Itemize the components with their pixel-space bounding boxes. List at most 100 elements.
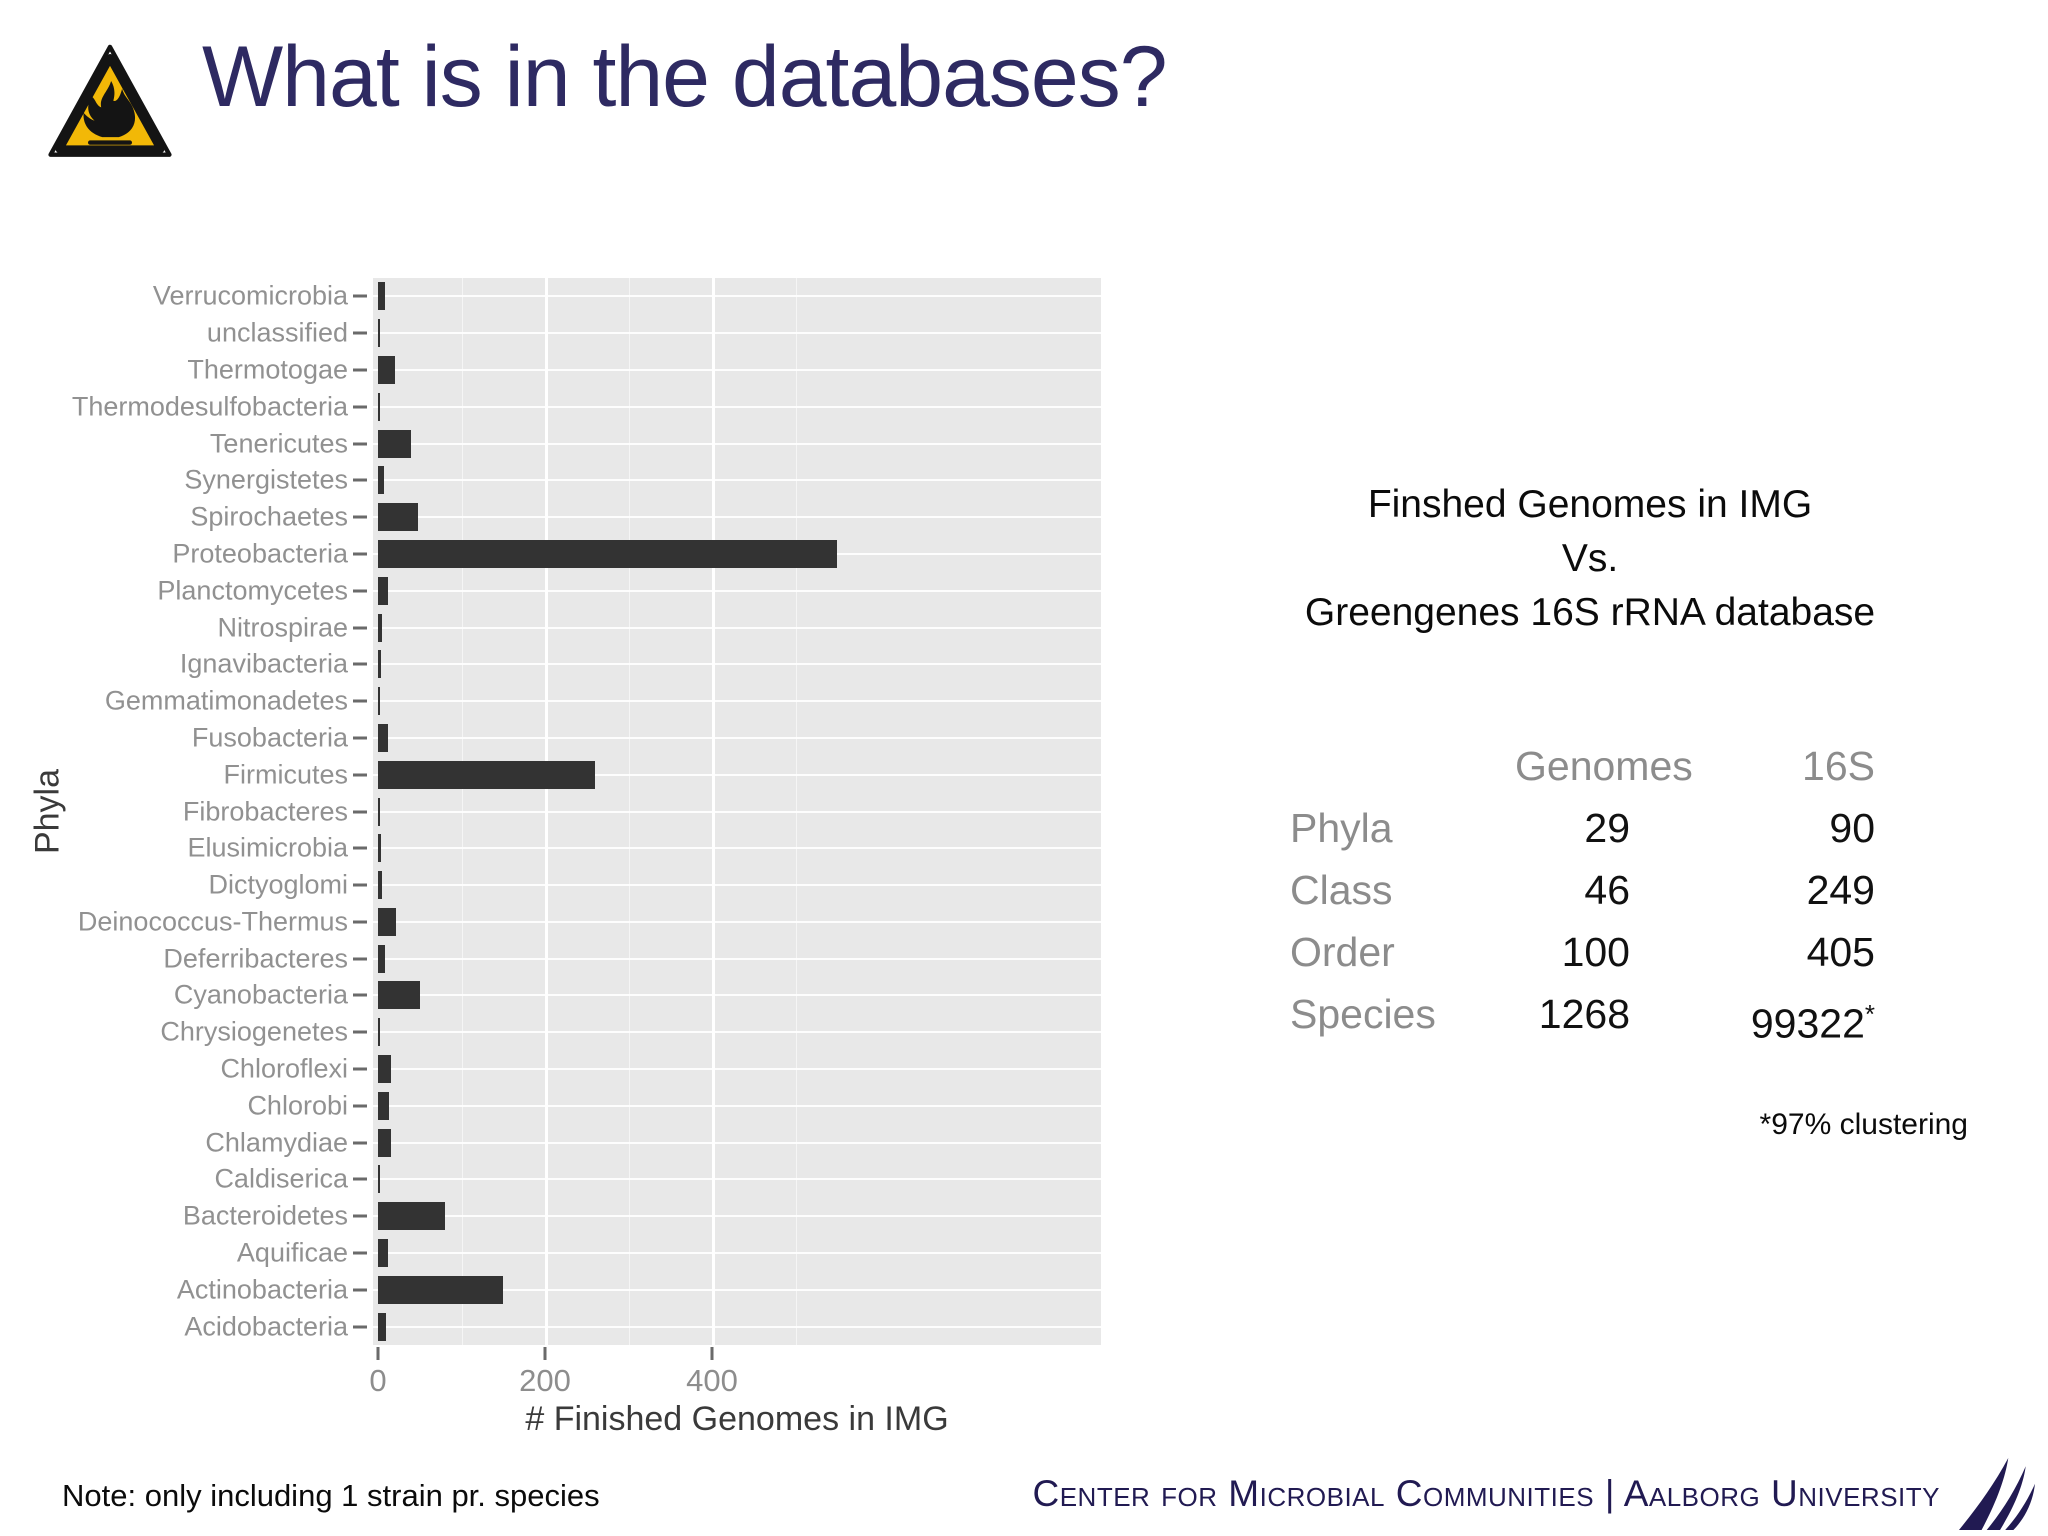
- table-corner-cell: [1290, 742, 1515, 790]
- flammable-warning-icon: [48, 44, 172, 157]
- y-tick-mark: [353, 1177, 367, 1181]
- y-axis-label: Bacteroidetes: [182, 1200, 348, 1231]
- row-gridline: [373, 920, 1101, 923]
- heading-line-3: Greengenes 16S rRNA database: [1304, 591, 1876, 634]
- y-tick-mark: [353, 1214, 367, 1218]
- row-gridline: [373, 957, 1101, 960]
- bar-thermodesulfobacteria: [378, 392, 380, 421]
- comparison-table: Genomes 16S Phyla 29 90 Class 46 249 Order 100 4…: [1290, 742, 1875, 1048]
- bar-tenericutes: [378, 429, 412, 458]
- row-gridline: [373, 589, 1101, 592]
- comparison-heading: Finshed Genomes in IMG Vs. Greengenes 16…: [1240, 478, 1940, 640]
- x-tick-mark: [543, 1347, 547, 1360]
- bar-actinobacteria: [378, 1275, 504, 1304]
- table-header-16s: 16S: [1802, 743, 1875, 789]
- y-axis-label: Proteobacteria: [172, 538, 348, 569]
- bar-bacteroidetes: [378, 1202, 445, 1231]
- flame-glyph: [83, 81, 136, 138]
- row-gridline: [373, 479, 1101, 482]
- bar-chloroflexi: [378, 1055, 392, 1084]
- y-tick-mark: [353, 883, 367, 887]
- bar-firmicutes: [378, 760, 596, 789]
- y-tick-mark: [353, 1325, 367, 1329]
- page-title: What is in the databases?: [202, 29, 1168, 125]
- y-axis-label: Synergistetes: [184, 464, 348, 495]
- y-tick-mark: [353, 736, 367, 740]
- x-tick-mark: [710, 1347, 714, 1360]
- y-axis-label: Dictyoglomi: [208, 869, 348, 900]
- asterisk: *: [1864, 999, 1875, 1029]
- row-gridline: [373, 1325, 1101, 1328]
- y-axis-label: Fibrobacteres: [182, 796, 348, 826]
- row-gridline: [373, 810, 1101, 813]
- y-tick-mark: [353, 957, 367, 961]
- bar-chlamydiae: [378, 1128, 391, 1157]
- y-tick-mark: [353, 1067, 367, 1071]
- y-axis-label: Ignavibacteria: [179, 648, 348, 679]
- row-gridline: [373, 1252, 1101, 1255]
- bar-fusobacteria: [378, 723, 389, 752]
- aalborg-university-logo: [1958, 1458, 2035, 1530]
- table-header-genomes: Genomes: [1515, 743, 1693, 789]
- y-axis-label: Deinococcus-Thermus: [77, 906, 348, 937]
- row-gridline: [373, 700, 1101, 703]
- y-tick-mark: [353, 1030, 367, 1034]
- row-gridline: [373, 1104, 1101, 1107]
- bar-proteobacteria: [378, 539, 838, 568]
- table-16s-value: 99322*: [1750, 999, 1875, 1047]
- bar-fibrobacteres: [378, 797, 380, 826]
- footer: Center for Microbial Communities | Aalbo…: [1033, 1456, 2041, 1532]
- bar-nitrospirae: [378, 613, 383, 642]
- y-tick-mark: [353, 442, 367, 446]
- bar-unclassified: [378, 319, 380, 348]
- y-axis-label: Chloroflexi: [220, 1053, 348, 1084]
- footer-affiliation: Center for Microbial Communities | Aalbo…: [1032, 1473, 1940, 1514]
- row-gridline: [373, 884, 1101, 887]
- y-tick-mark: [353, 846, 367, 850]
- y-axis-label: unclassified: [206, 317, 348, 348]
- y-axis-label: Actinobacteria: [176, 1274, 348, 1305]
- strain-note: Note: only including 1 strain pr. specie…: [62, 1478, 600, 1513]
- y-tick-mark: [353, 368, 367, 372]
- y-tick-mark: [353, 773, 367, 777]
- table-row-label: Order: [1290, 929, 1395, 975]
- y-axis-label: Spirochaetes: [190, 501, 348, 532]
- row-gridline: [373, 847, 1101, 850]
- bar-caldiserica: [378, 1165, 380, 1194]
- x-tick-label: 400: [686, 1363, 738, 1398]
- table-genomes-value: 29: [1584, 805, 1630, 851]
- y-tick-mark: [353, 552, 367, 556]
- y-axis-label: Elusimicrobia: [187, 832, 348, 863]
- x-axis-title: # Finished Genomes in IMG: [525, 1400, 949, 1438]
- row-gridline: [373, 1031, 1101, 1034]
- y-axis-label: Cyanobacteria: [173, 979, 348, 1010]
- row-gridline: [373, 626, 1101, 629]
- bar-aquificae: [378, 1239, 389, 1268]
- row-gridline: [373, 368, 1101, 371]
- row-gridline: [373, 736, 1101, 739]
- bar-synergistetes: [378, 466, 384, 495]
- y-tick-mark: [353, 1104, 367, 1108]
- bar-gemmatimonadetes: [378, 687, 380, 716]
- bar-chlorobi: [378, 1091, 389, 1120]
- row-gridline: [373, 1288, 1101, 1291]
- y-axis-label: Tenericutes: [209, 428, 348, 459]
- clustering-footnote: *97% clustering: [1759, 1108, 1968, 1141]
- y-tick-mark: [353, 1288, 367, 1292]
- bar-deferribacteres: [378, 944, 385, 973]
- table-genomes-value: 100: [1561, 929, 1630, 975]
- y-axis-label: Nitrospirae: [217, 612, 348, 643]
- y-tick-mark: [353, 515, 367, 519]
- y-axis-label: Planctomycetes: [157, 575, 348, 606]
- bar-acidobacteria: [378, 1312, 387, 1341]
- row-gridline: [373, 442, 1101, 445]
- x-tick-mark: [376, 1347, 380, 1360]
- y-axis-label: Thermotogae: [187, 354, 348, 385]
- bar-elusimicrobia: [378, 834, 382, 863]
- y-axis-label: Deferribacteres: [163, 943, 348, 974]
- bar-spirochaetes: [378, 503, 419, 532]
- table-16s-value: 90: [1829, 805, 1875, 851]
- y-tick-mark: [353, 405, 367, 409]
- table-row-label: Class: [1290, 867, 1393, 913]
